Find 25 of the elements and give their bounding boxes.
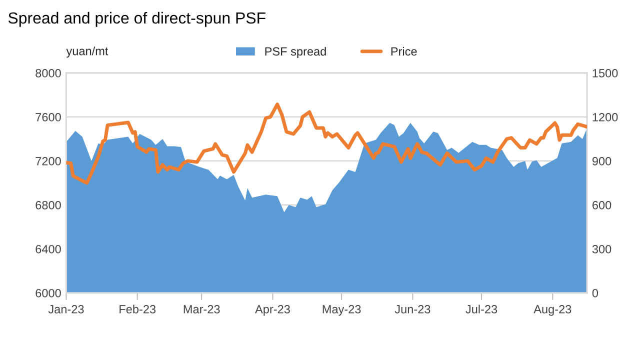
y-tick-label: 8000 <box>36 69 61 78</box>
y2-tick-label: 600 <box>592 200 612 210</box>
y2-tick-label: 300 <box>592 244 612 254</box>
x-tick-label: May-23 <box>322 305 361 316</box>
y-tick-label: 7600 <box>36 112 61 122</box>
y-tick-label: 6000 <box>36 288 61 298</box>
y-tick-label: 6800 <box>36 200 61 210</box>
legend-label: Price <box>391 46 417 56</box>
y-axis-title: yuan/mt <box>66 46 108 58</box>
y2-tick-label: 0 <box>592 288 598 298</box>
x-tick-label: Jan-23 <box>48 305 84 314</box>
y2-tick-label: 1500 <box>592 69 618 78</box>
x-tick-label: Jun-23 <box>394 305 430 314</box>
y-tick-label: 6400 <box>36 244 61 254</box>
x-tick-label: Feb-23 <box>120 304 156 314</box>
chart-title: Spread and price of direct-spun PSF <box>8 12 266 27</box>
y-tick-label: 7200 <box>36 156 61 166</box>
y2-tick-label: 900 <box>592 156 612 166</box>
line-series <box>66 102 588 185</box>
legend-label: PSF spread <box>265 46 326 58</box>
x-tick-label: Jul-23 <box>466 304 498 314</box>
x-tick-label: Mar-23 <box>184 305 220 314</box>
x-tick-label: Aug-23 <box>534 305 572 316</box>
y2-tick-label: 1200 <box>592 112 618 122</box>
x-tick-label: Apr-23 <box>255 305 290 316</box>
